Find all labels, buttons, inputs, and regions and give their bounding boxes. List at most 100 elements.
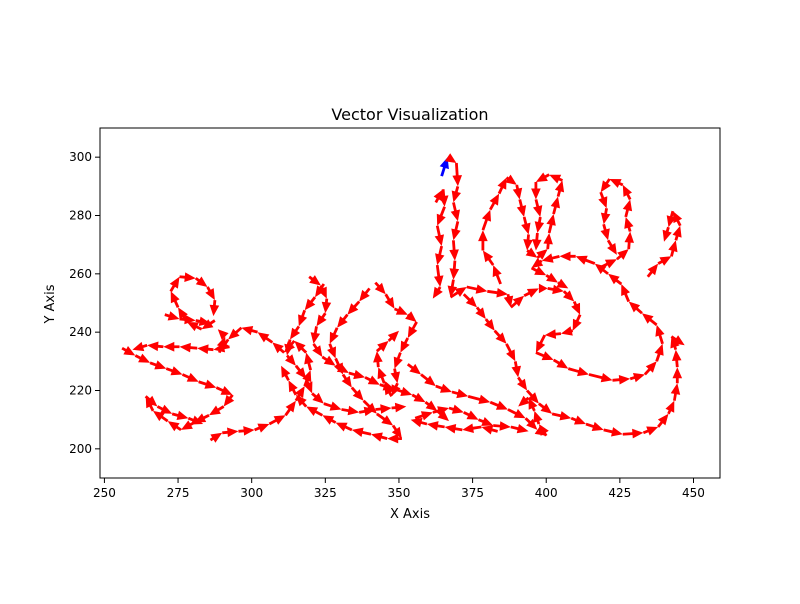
vector-arrow [424, 400, 438, 411]
vector-arrow [341, 373, 352, 388]
vector-arrow [181, 372, 199, 382]
vector-arrow [538, 424, 549, 437]
vector-arrow [535, 172, 550, 182]
vector-arrow [371, 432, 388, 442]
vector-arrow [643, 361, 657, 376]
vector-arrow [516, 199, 527, 217]
vector-arrow [546, 214, 556, 234]
vector-arrow [316, 312, 327, 327]
vector-arrow [209, 432, 223, 443]
vector-arrow [217, 329, 229, 340]
vector-arrow [670, 383, 681, 401]
vector-arrow [444, 424, 463, 434]
vector-arrow [358, 406, 376, 417]
arrow-layer [121, 153, 685, 444]
vector-arrow [284, 340, 296, 353]
vector-arrow [526, 389, 539, 404]
vector-arrow [448, 404, 464, 414]
vector-arrow [622, 428, 644, 439]
vector-arrow [517, 376, 528, 391]
vector-arrow [489, 400, 508, 410]
vector-arrow [222, 427, 239, 438]
vector-arrow [609, 179, 624, 188]
vector-arrow [156, 404, 173, 414]
vector-arrow [511, 361, 521, 378]
vector-arrow [308, 275, 321, 286]
vector-arrow [524, 417, 538, 430]
vector-arrow [201, 319, 216, 330]
vector-arrow [646, 263, 659, 278]
vector-arrow [672, 225, 682, 241]
vector-arrow [179, 314, 196, 325]
vector-arrow [376, 412, 394, 426]
vector-arrow [350, 386, 364, 401]
chart-title: Vector Visualization [331, 105, 488, 124]
vector-arrow [523, 288, 539, 298]
vector-arrow [545, 272, 558, 283]
vector-arrow [462, 423, 482, 433]
vector-arrow [533, 410, 543, 425]
vector-arrow [616, 249, 629, 261]
vector-arrow [288, 380, 298, 396]
vector-arrow [304, 352, 314, 371]
vector-arrow [312, 343, 323, 357]
x-tick-label: 325 [314, 486, 337, 500]
x-axis-label: X Axis [390, 507, 430, 522]
vector-arrow [655, 324, 665, 345]
vector-arrow [321, 355, 336, 366]
vector-arrow [629, 373, 645, 383]
vector-arrow [534, 216, 545, 233]
vector-arrow [622, 184, 632, 201]
vector-arrow [426, 421, 445, 431]
vector-arrow [433, 189, 444, 204]
vector-arrow [311, 392, 324, 404]
y-tick-label: 300 [69, 150, 92, 164]
vector-arrow [121, 346, 136, 356]
vector-arrow [186, 322, 203, 332]
vector-arrow [588, 373, 613, 383]
vector-arrow [449, 240, 459, 261]
x-tick-label: 275 [167, 486, 190, 500]
vector-arrow [132, 341, 148, 352]
vector-arrow [298, 309, 308, 327]
vector-arrow [672, 349, 682, 368]
vector-arrow [198, 379, 217, 389]
vector-arrow [551, 411, 572, 421]
vector-arrow [549, 174, 563, 184]
vector-arrow [570, 415, 586, 425]
vector-arrow [410, 417, 428, 428]
vector-arrow [463, 410, 479, 420]
vector-arrow [165, 366, 183, 376]
vector-arrow [481, 425, 498, 435]
x-tick-label: 300 [240, 486, 263, 500]
vector-arrow [169, 276, 180, 293]
vector-arrow [170, 291, 180, 308]
vector-arrow [662, 226, 672, 242]
vector-arrow [149, 360, 167, 370]
vector-arrow [434, 264, 444, 287]
vector-arrow [449, 287, 467, 299]
vector-arrow [379, 381, 395, 391]
vector-arrow [449, 260, 460, 280]
vector-arrow [223, 394, 235, 407]
vector-arrow [310, 326, 321, 344]
vector-arrow [562, 290, 575, 302]
vector-arrow [489, 193, 500, 211]
vector-arrow [209, 405, 225, 416]
vector-arrow [487, 288, 508, 298]
vector-arrow [144, 395, 158, 407]
vector-arrow [323, 401, 342, 411]
vector-arrow [134, 353, 151, 363]
vector-arrow [435, 245, 445, 266]
vector-arrow [670, 335, 685, 346]
vector-arrow [507, 408, 526, 419]
vector-arrow [347, 300, 361, 315]
vector-arrow [238, 426, 255, 436]
vector-arrow [552, 358, 569, 369]
vector-arrow [393, 352, 403, 369]
vector-arrow [294, 340, 308, 354]
vector-arrow [481, 209, 491, 231]
y-tick-label: 200 [69, 442, 92, 456]
